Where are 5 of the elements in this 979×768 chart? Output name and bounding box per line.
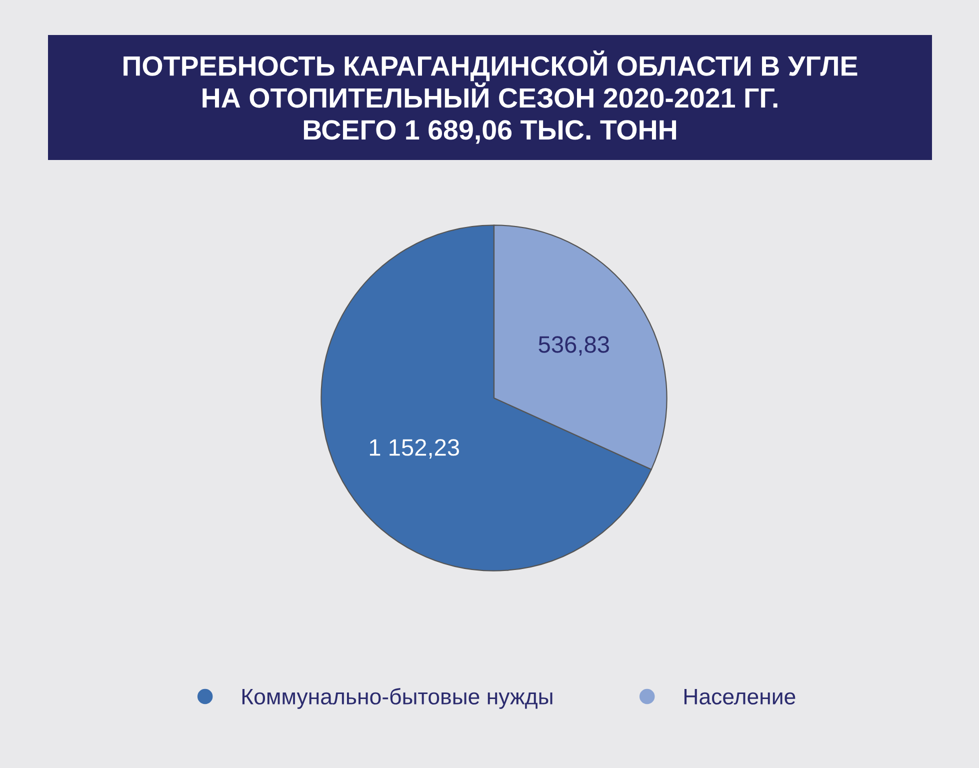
data-label: 536,83: [538, 336, 609, 356]
data-label: 1 152,23: [370, 439, 460, 459]
legend-label: Население: [684, 689, 796, 705]
legend-label: Коммунально-бытовые нужды: [242, 688, 552, 709]
chart-title: ПОТРЕБНОСТЬ КАРАГАНДИНСКОЙ ОБЛАСТИ В УГЛЕ НА ОТОПИТЕЛЬНЫЙ СЕЗОН 2020-2021 ГГ. ВСЕГО 1 689,06 ТЫС. ТОНН: [124, 50, 858, 144]
